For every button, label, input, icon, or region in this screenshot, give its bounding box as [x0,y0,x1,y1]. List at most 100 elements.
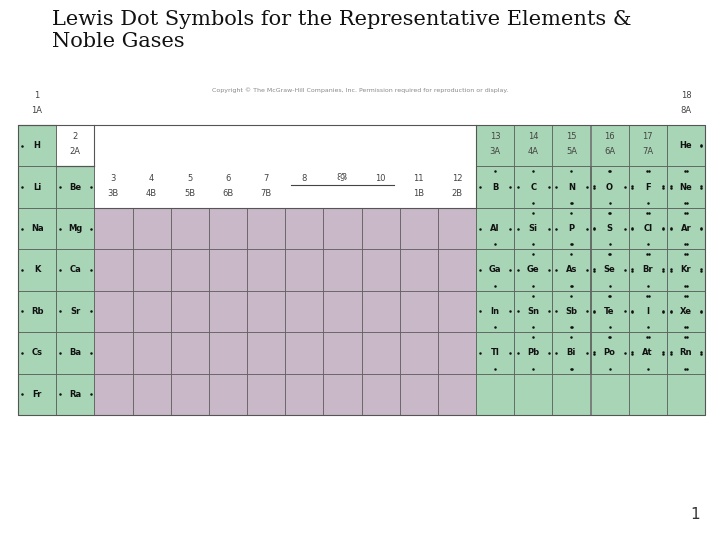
Text: Kr: Kr [680,266,691,274]
Bar [667,332,705,374]
Text: 9: 9 [340,173,345,183]
Bar [667,208,705,249]
Bar [438,374,476,415]
Bar [400,291,438,332]
Bar [629,208,667,249]
Text: Ar: Ar [680,224,691,233]
Bar [361,374,400,415]
Bar [323,332,361,374]
Bar [552,125,590,166]
Bar [56,374,94,415]
Text: Ge: Ge [527,266,539,274]
Text: Rb: Rb [31,307,43,316]
Text: Sn: Sn [527,307,539,316]
Bar [629,249,667,291]
Bar [514,208,552,249]
Bar [323,208,361,249]
Text: 2: 2 [73,132,78,141]
Text: Xe: Xe [680,307,692,316]
Bar [476,166,514,208]
Text: Ca: Ca [69,266,81,274]
Bar [514,249,552,291]
Bar [209,249,247,291]
Bar [629,374,667,415]
Bar [476,332,514,374]
Bar [18,332,56,374]
Text: 12: 12 [451,173,462,183]
Text: 2A: 2A [70,147,81,157]
Bar [552,166,590,208]
Text: 1: 1 [35,91,40,100]
Bar [552,249,590,291]
Text: 8: 8 [302,173,307,183]
Text: Sb: Sb [565,307,577,316]
Text: Al: Al [490,224,500,233]
Bar [285,374,323,415]
Bar [590,249,629,291]
Bar [514,291,552,332]
Bar [18,374,56,415]
Text: P: P [568,224,575,233]
Text: Lewis Dot Symbols for the Representative Elements &: Lewis Dot Symbols for the Representative… [52,10,631,29]
Bar [514,166,552,208]
Text: 1: 1 [690,507,700,522]
Bar [667,332,705,374]
Text: 6A: 6A [604,147,615,157]
Bar [476,125,514,166]
Bar [171,332,209,374]
Bar [629,166,667,208]
Text: B: B [492,183,498,192]
Bar [552,291,590,332]
Text: Ga: Ga [489,266,501,274]
Bar [590,332,629,374]
Bar [667,249,705,291]
Bar [590,332,629,374]
Text: Cs: Cs [32,348,42,357]
Bar [285,249,323,291]
Bar [590,208,629,249]
Bar [171,374,209,415]
Bar [667,374,705,415]
Bar [171,249,209,291]
Text: Si: Si [528,224,538,233]
Bar [247,332,285,374]
Bar [132,332,171,374]
Text: 5A: 5A [566,147,577,157]
Text: 3A: 3A [490,147,500,157]
Text: 4A: 4A [528,147,539,157]
Bar [438,208,476,249]
Text: K: K [34,266,40,274]
Bar [476,208,514,249]
Bar [629,249,667,291]
Bar [590,208,629,249]
Bar [629,291,667,332]
Bar [514,374,552,415]
Bar [667,291,705,332]
Bar [514,125,552,166]
Bar [18,166,56,208]
Text: F: F [645,183,651,192]
Bar [18,208,56,249]
Bar [514,332,552,374]
Bar [132,249,171,291]
Bar [476,166,514,208]
Bar [590,291,629,332]
Bar [476,291,514,332]
Bar [400,332,438,374]
Text: 8: 8 [302,173,307,183]
Bar [361,332,400,374]
Bar [552,249,590,291]
Bar [400,208,438,249]
Bar [247,249,285,291]
Text: As: As [566,266,577,274]
Text: 11: 11 [413,173,424,183]
Text: O: O [606,183,613,192]
Bar [247,208,285,249]
Text: S: S [606,224,613,233]
Text: Cl: Cl [643,224,652,233]
Bar [18,291,56,332]
Bar [590,166,629,208]
Bar [476,249,514,291]
Bar [361,208,400,249]
Bar [18,249,56,291]
